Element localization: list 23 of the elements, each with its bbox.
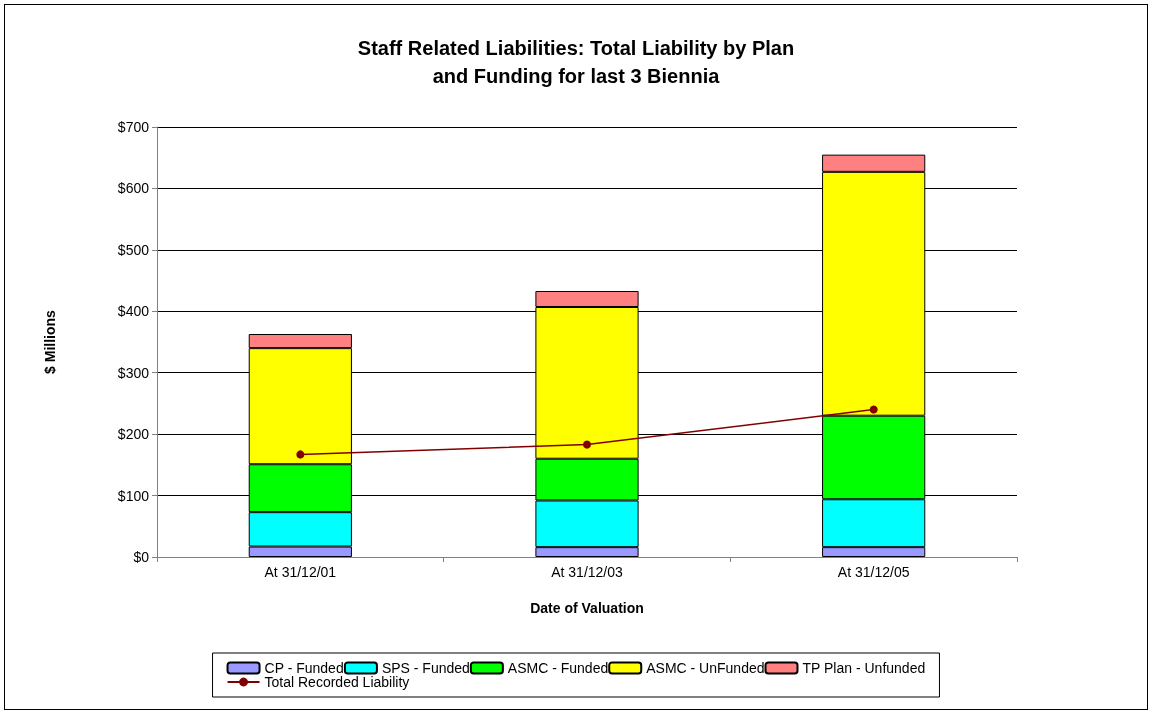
legend-label: TP Plan - Unfunded bbox=[802, 660, 926, 676]
y-tick-label: $100 bbox=[117, 487, 150, 504]
x-axis-title: Date of Valuation bbox=[530, 600, 644, 616]
y-tick-label: $700 bbox=[117, 119, 150, 135]
point bbox=[296, 450, 305, 459]
x-tick-label: At 31/12/01 bbox=[264, 564, 337, 580]
point bbox=[583, 440, 591, 449]
y-axis-title: $ Millions bbox=[42, 309, 58, 374]
y-tick-label: $300 bbox=[117, 364, 150, 381]
legend-label: Total Recorded Liability bbox=[264, 674, 410, 690]
point bbox=[869, 405, 878, 414]
y-tick-label: $400 bbox=[117, 303, 150, 320]
y-tick-label: $200 bbox=[117, 426, 150, 443]
chart-title: Staff Related Liabilities: Total Liability by Plan and Funding for last 3 Biennia bbox=[357, 37, 795, 87]
legend-label: ASMC - UnFunded bbox=[646, 660, 765, 676]
legend-label: CP - Funded bbox=[264, 660, 344, 676]
y-tick-label: $600 bbox=[117, 180, 150, 197]
y-tick-label: $500 bbox=[117, 241, 150, 258]
y-tick-label: $0 bbox=[133, 549, 150, 565]
legend-label: SPS - Funded bbox=[381, 660, 470, 676]
x-tick-label: At 31/12/03 bbox=[551, 564, 624, 580]
x-tick-label: At 31/12/05 bbox=[837, 564, 910, 580]
legend-label: ASMC - Funded bbox=[507, 660, 609, 676]
